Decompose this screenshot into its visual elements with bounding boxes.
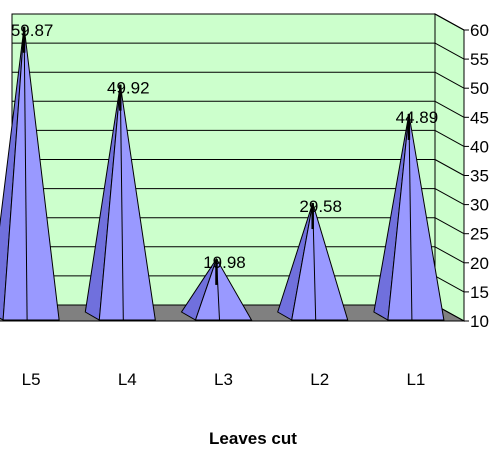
bar-ridge (23, 26, 28, 321)
x-tick-label-L5: L5 (22, 370, 41, 389)
gridline-side (434, 100, 465, 118)
bar-face-front (98, 84, 156, 321)
y-tick-label: 50 (470, 79, 489, 98)
x-axis-title: Leaves cut (209, 429, 297, 448)
x-axis-ticks: L5 L4 L3 L2 L1 (22, 370, 426, 389)
x-tick-label-L1: L1 (406, 370, 425, 389)
bar-L5 (0, 26, 60, 321)
y-tick-label: 15 (470, 283, 489, 302)
data-label-L2: 29.58 (299, 197, 342, 216)
y-tick-label: 20 (470, 254, 489, 273)
y-tick-label: 30 (470, 196, 489, 215)
gridline-side (434, 13, 465, 31)
x-tick-label-L3: L3 (214, 370, 233, 389)
data-labels: 59.87 49.92 19.98 29.58 44.89 (11, 21, 438, 272)
x-tick-label-L4: L4 (118, 370, 137, 389)
data-label-L3: 19.98 (203, 253, 246, 272)
data-label-L4: 49.92 (107, 79, 150, 98)
bar-face-front (387, 113, 445, 321)
y-tick-label: 60 (470, 21, 489, 40)
bar-face-front (291, 202, 349, 321)
gridline-side (434, 246, 465, 264)
gridlines (12, 13, 465, 293)
bar-L1 (373, 113, 445, 321)
y-tick-label: 40 (470, 137, 489, 156)
y-tick-label: 35 (470, 167, 489, 186)
bar-L3 (180, 257, 253, 321)
data-label-L5: 59.87 (11, 21, 54, 40)
gridline-side (434, 71, 465, 89)
bar-ridge (408, 113, 413, 321)
gridline-side (434, 217, 465, 235)
data-label-L1: 44.89 (396, 108, 439, 127)
gridline-side (434, 188, 465, 206)
bar-L4 (84, 84, 156, 321)
y-tick-label: 45 (470, 108, 489, 127)
bar-face-front (194, 257, 253, 321)
y-axis-ticks: 10 15 20 25 30 35 40 45 50 55 60 (463, 21, 489, 331)
bars (0, 26, 445, 321)
x-tick-label-L2: L2 (310, 370, 329, 389)
y-tick-label: 10 (470, 312, 489, 331)
bar-face-front (2, 26, 60, 321)
gridline-side (434, 129, 465, 147)
gridline-side (434, 159, 465, 176)
gridline-side (434, 275, 465, 293)
bar-L2 (277, 202, 349, 321)
y-tick-label: 25 (470, 225, 489, 244)
bar-ridge (119, 84, 124, 321)
y-tick-label: 55 (470, 50, 489, 69)
gridline-side (434, 42, 465, 60)
